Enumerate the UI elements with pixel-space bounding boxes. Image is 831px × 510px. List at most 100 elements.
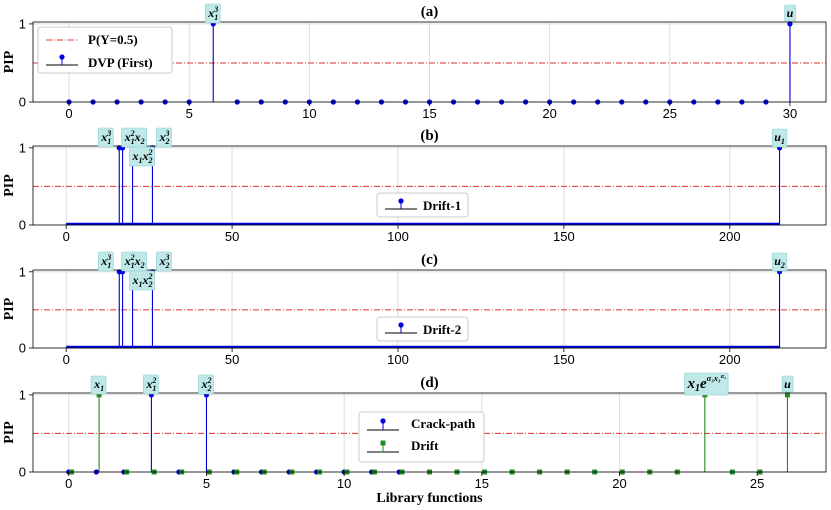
annotation-box	[143, 374, 159, 395]
annotation-label: u2	[774, 254, 785, 270]
legend-box	[37, 26, 173, 74]
annotation-label: x3 1	[100, 129, 111, 146]
y-tick-label: 1	[19, 387, 26, 402]
legend-marker-swatch	[398, 322, 404, 328]
annotation-box	[97, 127, 114, 148]
legend-series-label: Drift	[411, 438, 439, 453]
x-tick-label: 0	[65, 476, 72, 491]
annotations: x1 x2 1 x2 2 x1eα₃x₃α₄ u	[90, 372, 794, 396]
legend: P(Y=0.5) DVP (First)	[37, 26, 173, 74]
legend-box	[358, 411, 485, 463]
x-tick-label: 5	[186, 106, 193, 121]
plot-frame	[32, 269, 827, 349]
panel-2: 0 50 100 150 200 0 1 PIP (c) x3 1 x2 1x2 x1x2 2 x3 2 u2 Dr…	[2, 251, 827, 367]
x-tick-label: 200	[719, 352, 741, 367]
x-tick-label: 25	[663, 106, 677, 121]
panel-0: 0 5 10 15 20 25 30 0 1 PIP (a) x3 1 u P(Y=0.5) DVP (Fir…	[2, 3, 827, 121]
plot-frame	[32, 145, 827, 226]
x-tick-label: 15	[422, 106, 436, 121]
annotation-label: x3 2	[158, 253, 169, 270]
x-tick-label: 100	[387, 229, 409, 244]
legend-threshold-label: P(Y=0.5)	[88, 32, 138, 47]
panel-1: 0 50 100 150 200 0 1 PIP (b) x3 1 x2 1x2 x1x2 2 x3 2 u1 Dr…	[2, 127, 827, 244]
annotation-box	[784, 4, 796, 22]
plot-frame	[32, 392, 827, 473]
series-drift-1	[66, 145, 783, 226]
panel-title: (b)	[420, 128, 438, 144]
annotation-label: x3 1	[100, 253, 111, 270]
legend-series-label: Crack-path	[411, 416, 476, 431]
y-tick-label: 0	[19, 218, 26, 233]
x-tick-label: 0	[63, 229, 70, 244]
annotations: x3 1 u	[204, 3, 796, 24]
y-tick-label: 1	[19, 16, 26, 31]
annotation-box	[204, 3, 221, 24]
legend-series-label: DVP (First)	[88, 55, 153, 70]
x-tick-label: 20	[542, 106, 556, 121]
panel-title: (d)	[420, 375, 438, 391]
y-axis-label: PIP	[2, 297, 17, 320]
stem-marker	[96, 392, 102, 398]
annotation-box	[198, 374, 214, 395]
legend-series-label: Drift-1	[423, 198, 461, 213]
annotation-box	[771, 252, 788, 272]
x-tick-label: 0	[63, 352, 70, 367]
x-tick-label: 150	[553, 229, 575, 244]
annotations: x3 1 x2 1x2 x1x2 2 x3 2 u1	[97, 127, 788, 167]
annotation-label: u	[787, 6, 794, 20]
annotation-label: x1	[93, 377, 104, 393]
legend: Drift-1	[376, 192, 469, 218]
y-tick-label: 0	[19, 341, 26, 356]
stem-marker	[787, 21, 793, 27]
y-axis-label: PIP	[2, 174, 17, 197]
annotations: x3 1 x2 1x2 x1x2 2 x3 2 u2	[97, 251, 788, 291]
annotation-box	[97, 251, 114, 272]
x-axis-label: Library functions	[376, 491, 483, 506]
stem-marker	[784, 392, 790, 398]
annotation-label: x2 1x2	[124, 253, 145, 270]
annotation-box	[781, 375, 794, 393]
y-tick-label: 1	[19, 140, 26, 155]
y-tick-label: 1	[19, 264, 26, 279]
annotation-box	[771, 128, 788, 148]
annotation-label: x3 2	[158, 129, 169, 146]
annotation-box	[156, 127, 172, 148]
x-tick-label: 0	[65, 106, 72, 121]
y-tick-label: 0	[19, 95, 26, 110]
annotation-label: u	[784, 377, 791, 391]
annotation-label: x1x2 2	[132, 272, 153, 289]
annotation-box	[90, 375, 107, 395]
annotation-box	[129, 270, 155, 291]
annotation-label: x2 1	[145, 376, 156, 393]
y-axis-label: PIP	[2, 50, 17, 73]
x-tick-label: 50	[225, 229, 239, 244]
panel-3: 0 5 10 15 20 25 0 1 PIP (d) Library functions x1 x2 1…	[2, 372, 827, 506]
x-tick-label: 25	[750, 476, 764, 491]
y-axis-label: PIP	[2, 421, 17, 444]
x-tick-label: 15	[475, 476, 489, 491]
legend-marker-swatch	[398, 198, 404, 204]
legend-marker-swatch	[59, 54, 65, 60]
x-tick-label: 50	[225, 352, 239, 367]
x-tick-label: 10	[337, 476, 351, 491]
y-tick-label: 0	[19, 465, 26, 480]
x-tick-label: 150	[553, 352, 575, 367]
panel-title: (c)	[421, 252, 438, 268]
x-tick-label: 100	[387, 352, 409, 367]
annotation-label: x2 2	[200, 376, 211, 393]
legend: Drift-2	[376, 316, 469, 342]
x-tick-label: 30	[783, 106, 797, 121]
panel-title: (a)	[421, 4, 439, 20]
x-tick-label: 200	[719, 229, 741, 244]
legend: Crack-path Drift	[358, 411, 485, 463]
annotation-label: x2 1x2	[124, 129, 145, 146]
legend-marker-swatch	[380, 440, 386, 446]
x-tick-label: 5	[203, 476, 210, 491]
legend-series-label: Drift-2	[423, 322, 461, 337]
annotation-label: x1x2 2	[132, 148, 153, 165]
annotation-label: x1eα₃x₃α₄	[687, 374, 727, 394]
legend-marker-swatch	[380, 418, 386, 424]
x-tick-label: 10	[302, 106, 316, 121]
annotation-label: u1	[774, 130, 785, 146]
